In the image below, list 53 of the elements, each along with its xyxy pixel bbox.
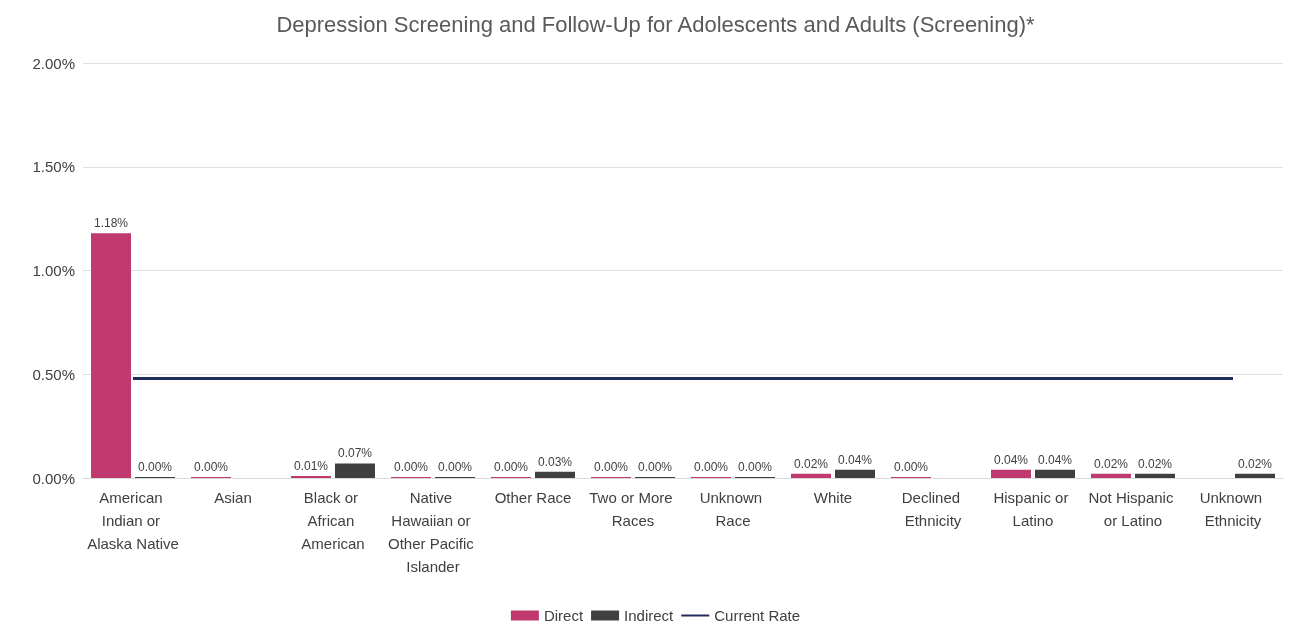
y-tick-label: 1.50%: [32, 158, 75, 176]
bar: [91, 233, 131, 478]
bar: [991, 469, 1031, 478]
x-tick-label: Black or African American: [301, 489, 365, 552]
bar: [791, 473, 831, 478]
data-label: 0.01%: [293, 458, 329, 473]
data-label: 0.00%: [193, 460, 229, 474]
bar: [291, 475, 331, 478]
data-label: 0.02%: [1137, 456, 1173, 471]
data-label: 0.00%: [893, 460, 929, 474]
chart-title: Depression Screening and Follow-Up for Adolescents and Adults (Screening)*: [276, 11, 1036, 37]
bar: [1035, 469, 1075, 478]
x-tick-label: American Indian or Alaska Native: [87, 489, 179, 552]
x-tick-label: Not Hispanic or Latino: [1088, 489, 1178, 529]
x-tick-label: Two or More Races: [589, 489, 677, 529]
bar: [335, 463, 375, 478]
y-tick-label: 0.00%: [32, 469, 75, 487]
bar: [835, 469, 875, 478]
data-label: 0.00%: [493, 460, 529, 474]
bar: [1091, 473, 1131, 478]
data-label: 0.00%: [593, 460, 629, 474]
x-tick-label: Asian: [214, 489, 252, 506]
y-tick-label: 2.00%: [32, 54, 75, 72]
y-tick-label: 1.00%: [32, 262, 75, 279]
x-tick-label: Native Hawaiian or Other Pacific Islander: [387, 489, 479, 575]
x-tick-label: Hispanic or Latino: [993, 489, 1073, 529]
bar: [535, 471, 575, 478]
data-label: 0.02%: [1237, 456, 1273, 471]
bar: [1135, 473, 1175, 478]
data-label: 0.00%: [737, 460, 773, 474]
y-tick-label: 0.50%: [32, 365, 75, 383]
x-tick-label: White: [813, 489, 853, 506]
data-label: 0.02%: [793, 456, 829, 471]
x-tick-label: Unknown Race: [699, 489, 767, 529]
data-label: 0.00%: [393, 460, 429, 474]
legend-label: Current Rate: [714, 607, 801, 624]
data-label: 0.00%: [137, 460, 173, 474]
data-label: 0.00%: [693, 460, 729, 474]
data-label: 0.04%: [837, 452, 873, 467]
legend-label: Indirect: [624, 607, 675, 624]
data-label: 0.04%: [1037, 452, 1073, 467]
data-label: 0.00%: [437, 460, 473, 474]
x-tick-label: Other Race: [494, 489, 572, 506]
x-tick-label: Unknown Ethnicity: [1199, 489, 1267, 529]
data-label: 1.18%: [93, 216, 129, 231]
legend-label: Direct: [543, 607, 584, 624]
data-label: 0.00%: [637, 460, 673, 474]
data-label: 0.03%: [537, 454, 573, 469]
data-label: 0.07%: [337, 446, 373, 461]
data-label: 0.04%: [993, 452, 1029, 467]
x-tick-label: Declined Ethnicity: [901, 489, 965, 529]
data-label: 0.02%: [1093, 456, 1129, 471]
bar: [1235, 473, 1275, 478]
